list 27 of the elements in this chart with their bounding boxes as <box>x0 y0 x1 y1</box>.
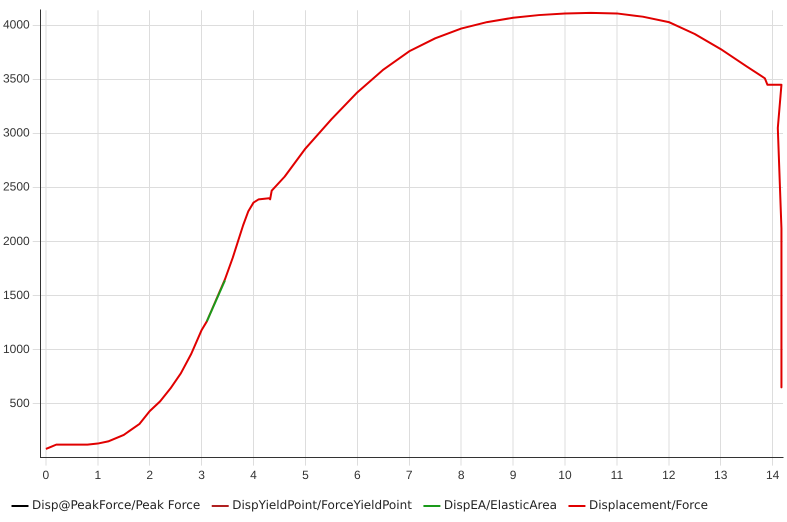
x-tick-label: 6 <box>354 468 361 482</box>
x-tick-label: 0 <box>42 468 50 482</box>
x-tick-label: 12 <box>662 468 676 482</box>
x-tick-label: 14 <box>766 468 780 482</box>
x-tick-label: 8 <box>458 468 465 482</box>
x-tick-label: 13 <box>714 468 728 482</box>
x-tick-label: 3 <box>198 468 206 482</box>
x-tick-label: 10 <box>558 468 572 482</box>
x-tick-label: 11 <box>610 468 624 482</box>
x-tick-label: 1 <box>94 468 102 482</box>
y-tick-label: 2500 <box>2 180 30 194</box>
legend-label: DispEA/ElasticArea <box>444 498 557 512</box>
y-tick-label: 2000 <box>2 234 30 248</box>
x-tick-label: 9 <box>510 468 517 482</box>
y-tick-label: 4000 <box>2 18 30 32</box>
y-tick-label: 3000 <box>2 126 30 140</box>
x-tick-label: 7 <box>406 468 413 482</box>
x-tick-label: 2 <box>146 468 154 482</box>
legend-label: Disp@PeakForce/Peak Force <box>32 498 200 512</box>
y-tick-label: 1000 <box>2 342 30 356</box>
y-tick-label: 1500 <box>2 288 30 302</box>
legend-label: Displacement/Force <box>588 498 708 512</box>
legend-label: DispYieldPoint/ForceYieldPoint <box>232 498 412 512</box>
x-tick-label: 4 <box>250 468 258 482</box>
y-tick-label: 3500 <box>2 72 30 86</box>
x-tick-label: 5 <box>302 468 310 482</box>
y-tick-label: 500 <box>10 396 30 410</box>
